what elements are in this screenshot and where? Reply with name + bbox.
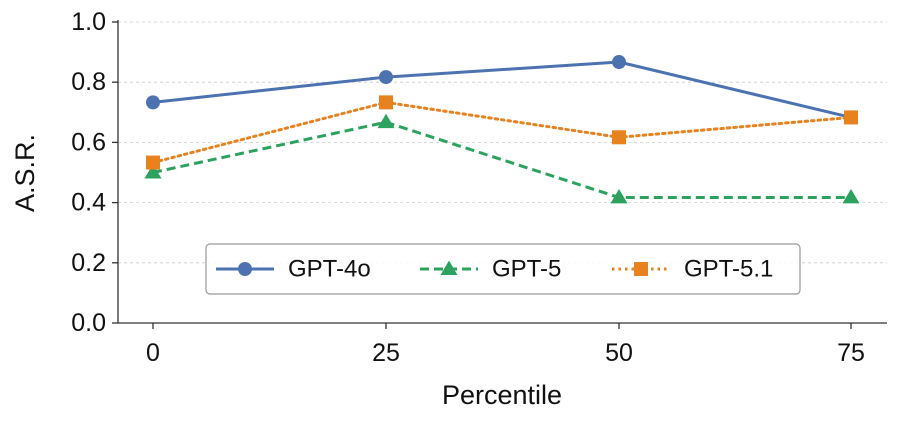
series-line — [151, 100, 853, 165]
grid — [118, 21, 887, 264]
data-point — [612, 130, 626, 145]
x-tick-label: 0 — [146, 339, 160, 367]
data-point — [379, 70, 393, 85]
legend-label: GPT-5.1 — [684, 256, 773, 283]
legend-entry: GPT-5 — [420, 256, 561, 283]
legend: GPT-4o GPT-5 GPT-5.1 — [205, 243, 801, 295]
series-gpt-5-1 — [146, 95, 858, 170]
axes: 0.0 0.2 0.4 0.6 0.8 1.0 0 25 50 75 Percentile A.S.R… — [10, 8, 887, 410]
x-tick-label: 25 — [372, 339, 400, 367]
data-point — [144, 164, 162, 179]
x-tick-label: 75 — [837, 339, 865, 367]
y-tick-label: 0.0 — [71, 309, 106, 337]
legend-marker — [440, 260, 458, 275]
data-point — [146, 95, 160, 110]
data-point — [842, 188, 860, 204]
legend-marker — [238, 262, 252, 276]
y-tick-label: 0.4 — [71, 189, 106, 217]
series-gpt-5 — [144, 113, 860, 204]
data-point — [377, 113, 395, 129]
series-line — [152, 120, 851, 199]
y-tick-label: 0.8 — [71, 68, 106, 96]
data-point — [146, 155, 160, 170]
legend-entry: GPT-4o — [216, 256, 371, 283]
series-line — [152, 60, 852, 119]
y-tick-label: 0.6 — [71, 128, 106, 156]
data-point — [379, 95, 393, 110]
legend-entry: GPT-5.1 — [612, 256, 773, 283]
legend-box — [205, 243, 801, 295]
legend-marker — [634, 262, 648, 276]
data-point — [610, 188, 628, 204]
data-point — [612, 55, 626, 70]
y-tick-label: 1.0 — [71, 8, 106, 36]
x-axis-title: Percentile — [442, 380, 562, 410]
x-tick-label: 50 — [605, 339, 633, 367]
series-gpt-4o — [146, 55, 858, 125]
y-tick-label: 0.2 — [71, 249, 106, 277]
data-point — [844, 110, 858, 125]
legend-label: GPT-4o — [288, 256, 371, 283]
series — [144, 55, 860, 204]
legend-label: GPT-5 — [492, 256, 561, 283]
y-axis-title: A.S.R. — [10, 134, 40, 212]
